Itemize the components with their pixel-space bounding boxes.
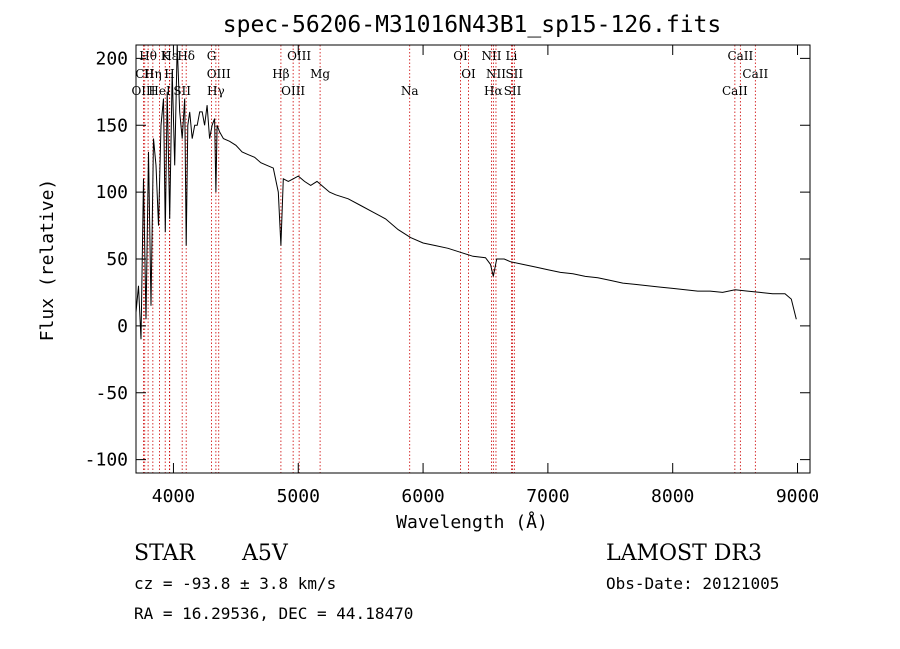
spectral-line-label: G <box>207 49 217 63</box>
spectral-line-label: Li <box>506 49 518 63</box>
y-tick-label: -50 <box>95 383 128 404</box>
spectral-line-label: Hβ <box>272 67 289 81</box>
spectral-line-label: SII <box>504 84 522 98</box>
spectrum-series-line <box>135 44 797 340</box>
spectral-line-label: H <box>164 67 174 81</box>
redshift-velocity: cz = -93.8 ± 3.8 km/s <box>134 574 336 593</box>
spectral-line-label: SII <box>505 67 523 81</box>
spectral-line-label: OIII <box>287 49 311 63</box>
line-label-group: Hθ CII OIII KH HeI Hε Hη SII Hδ OIII Hγ G Hβ OIII OIII… <box>131 49 768 98</box>
x-axis-ticks: 4000 5000 6000 7000 8000 9000 <box>152 45 819 507</box>
spectral-line-label: CII <box>135 67 154 81</box>
y-tick-label: 100 <box>95 182 128 203</box>
object-subclass: A5V <box>241 541 289 566</box>
y-tick-label: -100 <box>85 450 128 471</box>
spectral-line-label: OI <box>453 49 468 63</box>
x-tick-label: 4000 <box>152 486 195 507</box>
chart-title: spec-56206-M31016N43B1_sp15-126.fits <box>223 12 722 38</box>
spectral-line-label: HeI <box>148 84 171 98</box>
y-tick-label: 200 <box>95 48 128 69</box>
x-tick-label: 9000 <box>776 486 819 507</box>
spectral-line-label: Hε <box>161 49 178 63</box>
spectral-line-label: OIII <box>281 84 305 98</box>
x-axis-label: Wavelength (Å) <box>396 511 548 533</box>
spectral-line-label: CaII <box>722 84 748 98</box>
spectral-line-label: Hγ <box>207 84 225 98</box>
spectral-line-label: Hθ <box>139 49 157 63</box>
spectral-line-label: Hα <box>484 84 503 98</box>
coordinates: RA = 16.29536, DEC = 44.18470 <box>134 604 413 623</box>
plot-frame <box>135 44 811 474</box>
y-axis-label: Flux (relative) <box>37 179 58 342</box>
y-tick-label: 0 <box>117 316 128 337</box>
spectral-line-label: OIII <box>131 84 155 98</box>
y-tick-label: 50 <box>106 249 128 270</box>
spectral-line-label: Na <box>401 84 419 98</box>
x-tick-label: 7000 <box>526 486 569 507</box>
spectral-line-label: Mg <box>310 67 330 81</box>
line-marker-group <box>143 45 756 473</box>
spectral-line-label: NII <box>481 49 501 63</box>
spectral-line-label: CaII <box>742 67 768 81</box>
x-tick-label: 8000 <box>651 486 694 507</box>
spectral-line-label: K <box>161 49 171 63</box>
survey-name: LAMOST DR3 <box>606 541 762 566</box>
spectral-line-label: OIII <box>207 67 231 81</box>
y-axis-ticks: -100 -50 0 50 100 150 200 <box>85 48 810 471</box>
x-tick-label: 5000 <box>277 486 320 507</box>
spectral-line-label: Hη <box>144 67 162 81</box>
spectral-line-label: OI <box>461 67 476 81</box>
y-tick-label: 150 <box>95 115 128 136</box>
spectral-line-label: Hδ <box>177 49 195 63</box>
observation-date: Obs-Date: 20121005 <box>606 574 779 593</box>
spectral-line-label: SII <box>173 84 191 98</box>
x-tick-label: 6000 <box>401 486 444 507</box>
spectral-line-label: CaII <box>727 49 753 63</box>
spectral-line-label: NII <box>486 67 506 81</box>
object-class: STAR <box>134 541 196 566</box>
